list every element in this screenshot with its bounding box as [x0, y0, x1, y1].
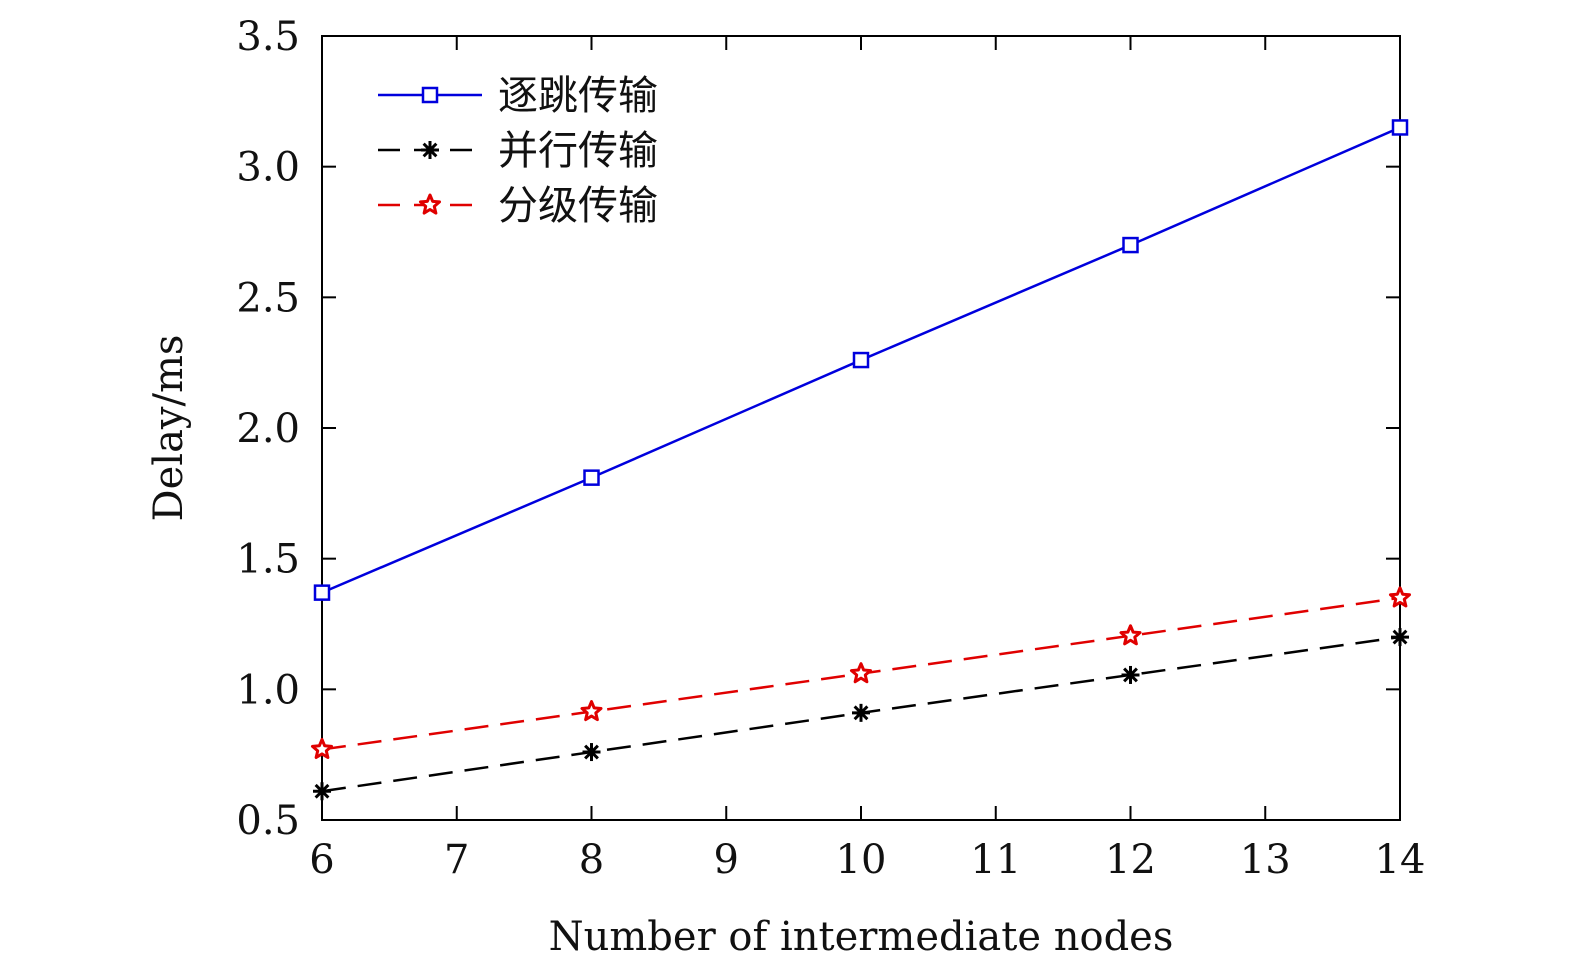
data-point — [313, 782, 331, 801]
x-tick-label: 12 — [1105, 837, 1156, 883]
y-tick-label: 0.5 — [236, 798, 300, 844]
data-point — [583, 469, 600, 486]
axis-tick-labels: 6 7 8 9 10 11 12 13 14 0.5 1.0 1.5 2.0 2.5 3.0 3.5 — [236, 14, 1425, 883]
legend-item: 逐跳传输 — [378, 73, 658, 119]
series-3 — [310, 586, 1412, 760]
x-axis-title: Number of intermediate nodes — [549, 914, 1174, 960]
data-point — [580, 700, 603, 722]
x-tick-label: 10 — [836, 837, 887, 883]
x-tick-label: 9 — [714, 837, 739, 883]
y-tick-label: 3.5 — [236, 14, 300, 60]
legend-label: 逐跳传输 — [498, 73, 658, 119]
legend-item: 分级传输 — [378, 183, 658, 229]
series-layer — [310, 119, 1412, 801]
data-point — [1391, 628, 1409, 647]
data-point — [1391, 119, 1409, 136]
series-2 — [313, 628, 1409, 801]
legend-item: 并行传输 — [378, 128, 658, 174]
x-tick-label: 7 — [444, 837, 469, 883]
data-point — [1121, 665, 1140, 684]
legend-label: 分级传输 — [498, 183, 658, 229]
x-tick-label: 6 — [309, 837, 334, 883]
data-point — [582, 743, 601, 762]
axis-ticks — [321, 35, 1401, 821]
data-point — [852, 703, 870, 722]
y-tick-label: 3.0 — [236, 145, 300, 191]
y-tick-label: 1.0 — [236, 667, 300, 713]
y-axis-title: Delay/ms — [146, 335, 192, 522]
y-tick-label: 2.5 — [236, 275, 300, 321]
legend-marker — [421, 141, 439, 159]
x-tick-label: 14 — [1375, 837, 1426, 883]
legend-marker — [418, 193, 442, 215]
y-tick-label: 1.5 — [236, 537, 300, 583]
data-point — [849, 662, 873, 684]
x-tick-label: 8 — [579, 837, 604, 883]
x-tick-label: 13 — [1240, 837, 1291, 883]
data-point — [1388, 586, 1412, 608]
data-point — [852, 351, 870, 369]
y-tick-label: 2.0 — [236, 406, 300, 452]
legend-marker — [421, 86, 439, 104]
x-tick-label: 11 — [970, 837, 1021, 883]
plot-area — [321, 35, 1401, 821]
legend-label: 并行传输 — [498, 128, 658, 174]
data-point — [1122, 236, 1139, 254]
data-point — [1119, 624, 1142, 646]
series-1 — [313, 119, 1409, 601]
data-point — [313, 584, 331, 601]
data-point — [310, 737, 334, 760]
